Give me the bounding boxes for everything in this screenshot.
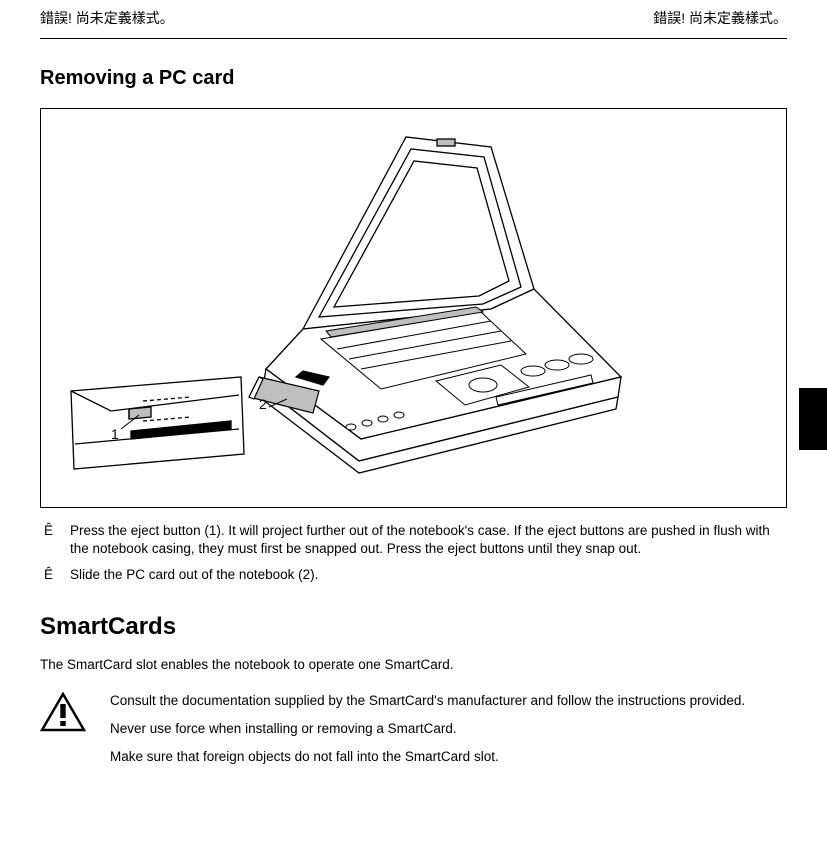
step-text: Slide the PC card out of the notebook (2…: [70, 566, 787, 584]
laptop-illustration: 1 2: [41, 109, 786, 507]
section-title-removing-pc-card: Removing a PC card: [40, 67, 787, 90]
warning-line: Consult the documentation supplied by th…: [110, 692, 745, 710]
warning-line: Never use force when installing or remov…: [110, 720, 745, 738]
step-item: Ê Press the eject button (1). It will pr…: [40, 522, 787, 558]
warning-block: Consult the documentation supplied by th…: [40, 692, 787, 777]
step-marker: Ê: [40, 522, 70, 540]
step-marker: Ê: [40, 566, 70, 584]
page: 錯誤! 尚未定義樣式。 錯誤! 尚未定義樣式。 Removing a PC ca…: [0, 0, 827, 776]
header-left-text: 錯誤! 尚未定義樣式。: [40, 8, 174, 28]
warning-text: Consult the documentation supplied by th…: [110, 692, 745, 777]
step-text: Press the eject button (1). It will proj…: [70, 522, 787, 558]
step-list-removing-pc-card: Ê Press the eject button (1). It will pr…: [40, 522, 787, 585]
warning-icon: [40, 692, 86, 732]
header-right-text: 錯誤! 尚未定義樣式。: [653, 8, 787, 28]
figure-removing-pc-card: 1 2: [40, 108, 787, 508]
warning-line: Make sure that foreign objects do not fa…: [110, 748, 745, 766]
figure-callout-1: 1: [111, 426, 119, 442]
section-title-smartcards: SmartCards: [40, 613, 787, 641]
step-item: Ê Slide the PC card out of the notebook …: [40, 566, 787, 584]
smartcards-intro: The SmartCard slot enables the notebook …: [40, 657, 787, 672]
side-tab: [799, 388, 827, 450]
page-header: 錯誤! 尚未定義樣式。 錯誤! 尚未定義樣式。: [40, 0, 787, 39]
figure-callout-2: 2: [259, 396, 267, 412]
